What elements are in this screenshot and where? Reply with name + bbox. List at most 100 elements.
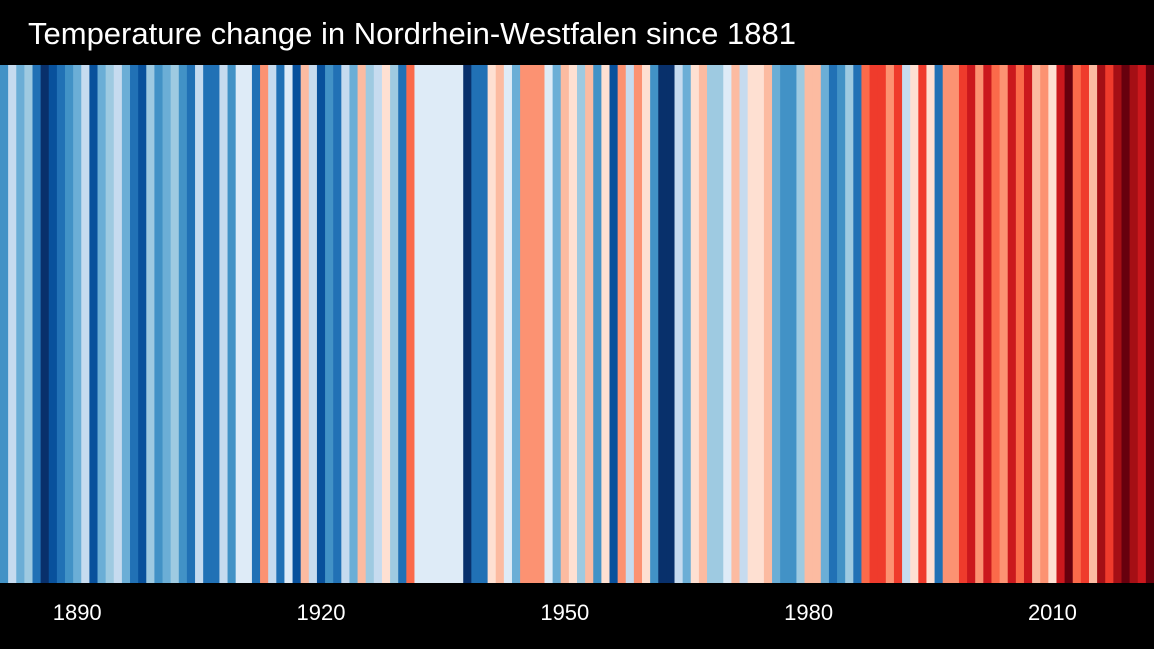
stripe-1993 — [910, 65, 919, 583]
stripe-1938 — [463, 65, 472, 583]
stripe-1988 — [869, 65, 879, 583]
stripe-2002 — [983, 65, 993, 583]
stripe-2019 — [1121, 65, 1131, 583]
stripe-1937 — [455, 65, 464, 583]
stripe-1921 — [325, 65, 334, 583]
stripe-2014 — [1080, 65, 1090, 583]
stripe-1935 — [438, 65, 448, 583]
stripe-1947 — [536, 65, 546, 583]
stripe-1890 — [73, 65, 82, 583]
stripe-1941 — [487, 65, 497, 583]
tick-label-1980: 1980 — [784, 600, 833, 625]
stripe-1903 — [178, 65, 188, 583]
stripe-1944 — [511, 65, 521, 583]
stripe-1960 — [642, 65, 651, 583]
stripe-1912 — [251, 65, 261, 583]
stripe-1898 — [138, 65, 147, 583]
stripe-1995 — [926, 65, 936, 583]
stripe-2015 — [1088, 65, 1098, 583]
stripe-1952 — [577, 65, 586, 583]
tick-label-group: 1890 1920 1950 1980 2010 — [53, 600, 1077, 625]
stripe-1919 — [308, 65, 318, 583]
stripe-1980 — [804, 65, 814, 583]
stripe-1986 — [853, 65, 863, 583]
stripe-2021 — [1137, 65, 1147, 583]
stripe-2009 — [1040, 65, 1049, 583]
stripe-1969 — [715, 65, 724, 583]
stripe-1897 — [130, 65, 139, 583]
stripe-1974 — [755, 65, 765, 583]
stripe-1971 — [731, 65, 741, 583]
stripe-1948 — [544, 65, 554, 583]
stripe-1994 — [918, 65, 928, 583]
stripe-1883 — [16, 65, 25, 583]
stripe-1915 — [276, 65, 286, 583]
stripe-2001 — [975, 65, 984, 583]
stripe-1888 — [56, 65, 66, 583]
tick-label-1950: 1950 — [540, 600, 589, 625]
stripe-1983 — [828, 65, 838, 583]
stripe-2017 — [1105, 65, 1114, 583]
stripe-1882 — [8, 65, 17, 583]
stripe-1923 — [341, 65, 351, 583]
stripe-1978 — [788, 65, 798, 583]
stripe-1913 — [260, 65, 269, 583]
stripe-1966 — [690, 65, 700, 583]
stripe-1887 — [48, 65, 58, 583]
stripe-1922 — [333, 65, 342, 583]
stripe-1963 — [666, 65, 676, 583]
stripe-1976 — [772, 65, 781, 583]
stripe-1992 — [902, 65, 911, 583]
stripe-1908 — [219, 65, 229, 583]
stripe-1984 — [837, 65, 846, 583]
stripe-1926 — [365, 65, 375, 583]
stripe-1997 — [942, 65, 952, 583]
stripe-1945 — [520, 65, 529, 583]
stripe-1885 — [32, 65, 42, 583]
stripe-2013 — [1072, 65, 1082, 583]
stripe-1905 — [195, 65, 204, 583]
stripe-1916 — [284, 65, 294, 583]
stripe-1951 — [568, 65, 578, 583]
stripe-2008 — [1032, 65, 1041, 583]
stripe-1982 — [820, 65, 830, 583]
stripe-1943 — [503, 65, 513, 583]
stripe-1925 — [357, 65, 367, 583]
stripe-1975 — [763, 65, 773, 583]
stripe-2000 — [967, 65, 976, 583]
stripe-1953 — [585, 65, 594, 583]
tick-label-1920: 1920 — [297, 600, 346, 625]
stripe-1955 — [601, 65, 611, 583]
stripe-1929 — [390, 65, 399, 583]
stripe-1961 — [650, 65, 659, 583]
stripe-1989 — [877, 65, 887, 583]
stripe-1914 — [268, 65, 277, 583]
stripe-1896 — [121, 65, 131, 583]
tick-label-1890: 1890 — [53, 600, 102, 625]
stripe-1889 — [65, 65, 74, 583]
stripe-2006 — [1015, 65, 1025, 583]
stripe-1981 — [812, 65, 822, 583]
stripe-2022 — [1145, 65, 1154, 583]
stripe-1998 — [950, 65, 960, 583]
stripe-1987 — [861, 65, 871, 583]
stripe-1893 — [97, 65, 107, 583]
stripe-1891 — [81, 65, 90, 583]
stripe-1999 — [958, 65, 968, 583]
stripe-1906 — [203, 65, 212, 583]
chart-title: Temperature change in Nordrhein-Westfale… — [28, 16, 796, 51]
stripe-1904 — [186, 65, 196, 583]
stripe-1942 — [495, 65, 505, 583]
stripe-1927 — [373, 65, 383, 583]
stripe-2007 — [1023, 65, 1033, 583]
stripe-1964 — [674, 65, 684, 583]
stripe-1996 — [934, 65, 944, 583]
stripe-1967 — [698, 65, 708, 583]
stripe-2018 — [1113, 65, 1123, 583]
stripe-1886 — [40, 65, 50, 583]
stripe-1959 — [633, 65, 643, 583]
stripe-1901 — [162, 65, 172, 583]
stripe-2003 — [991, 65, 1001, 583]
stripe-1902 — [170, 65, 180, 583]
